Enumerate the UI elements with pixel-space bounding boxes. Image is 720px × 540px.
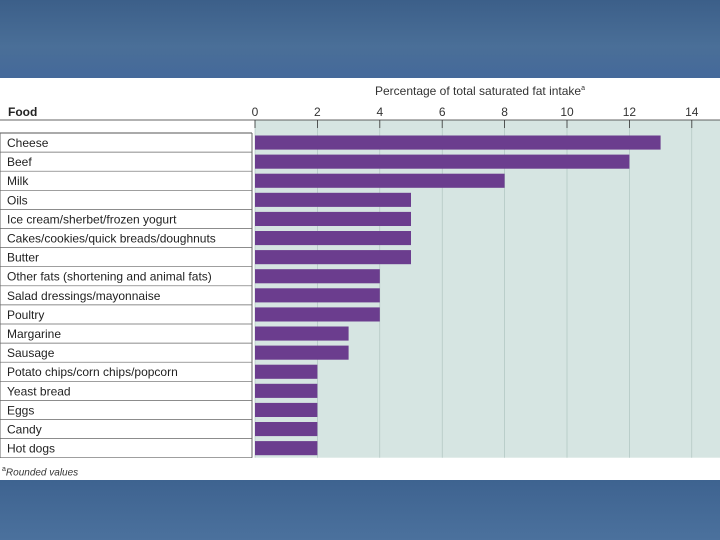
bar xyxy=(255,231,411,246)
x-tick-label: 14 xyxy=(685,105,699,119)
category-label: Yeast bread xyxy=(7,384,71,398)
bar xyxy=(255,173,505,188)
slide-background-top xyxy=(0,0,720,78)
category-label: Cakes/cookies/quick breads/doughnuts xyxy=(7,232,216,246)
category-label: Ice cream/sherbet/frozen yogurt xyxy=(7,212,177,226)
bar xyxy=(255,307,380,322)
category-label: Oils xyxy=(7,193,28,207)
bar xyxy=(255,383,318,398)
chart-panel: 0 2 4 6 8 10 12 14 Cheese Beef Milk Oils Ice cream/s… xyxy=(0,78,720,480)
bar-chart: 0 2 4 6 8 10 12 14 Cheese Beef Milk Oils Ice cream/s… xyxy=(0,105,720,459)
bar xyxy=(255,326,349,341)
category-label: Salad dressings/mayonnaise xyxy=(7,289,161,303)
x-tick-label: 6 xyxy=(439,105,446,119)
bar xyxy=(255,364,318,379)
bar xyxy=(255,288,380,303)
category-label: Eggs xyxy=(7,403,34,417)
bar xyxy=(255,345,349,360)
category-label: Hot dogs xyxy=(7,442,55,456)
slide-background-bottom xyxy=(0,480,720,540)
category-label: Poultry xyxy=(7,308,44,322)
category-label: Candy xyxy=(7,423,42,437)
x-tick-label: 0 xyxy=(252,105,259,119)
category-label: Beef xyxy=(7,155,32,169)
bar xyxy=(255,250,411,265)
bar xyxy=(255,402,318,417)
category-label: Margarine xyxy=(7,327,61,341)
bar xyxy=(255,441,318,456)
chart-title: Percentage of total saturated fat intake… xyxy=(374,84,586,98)
x-tick-label: 4 xyxy=(376,105,383,119)
x-tick-label: 2 xyxy=(314,105,321,119)
bar xyxy=(255,269,380,284)
x-tick-label: 8 xyxy=(501,105,508,119)
category-label: Milk xyxy=(7,174,29,188)
chart-footnote: aRounded values xyxy=(2,466,79,479)
bar xyxy=(255,211,411,226)
category-column-header: Food xyxy=(8,105,38,119)
x-tick-label: 12 xyxy=(623,105,637,119)
bar xyxy=(255,135,661,150)
x-tick-label: 10 xyxy=(560,105,574,119)
category-label: Cheese xyxy=(7,136,49,150)
category-label: Potato chips/corn chips/popcorn xyxy=(7,365,178,379)
bar xyxy=(255,192,411,207)
category-label: Sausage xyxy=(7,346,55,360)
category-label: Other fats (shortening and animal fats) xyxy=(7,270,212,284)
bar xyxy=(255,154,630,169)
category-label: Butter xyxy=(7,251,39,265)
bar xyxy=(255,422,318,437)
